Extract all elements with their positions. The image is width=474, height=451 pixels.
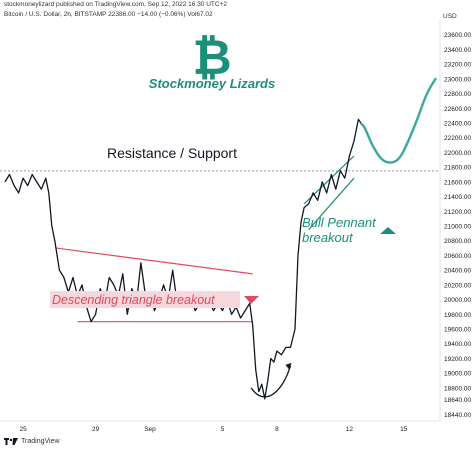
y-tick-label: 19200.00	[444, 356, 471, 363]
currency-label: USD	[443, 13, 457, 20]
y-tick-label: 22600.00	[444, 106, 471, 113]
svg-text:₿: ₿	[192, 30, 231, 86]
tradingview-logo-icon	[4, 438, 18, 445]
down-arrow-icon	[244, 296, 259, 304]
y-tick-label: 19000.00	[444, 371, 471, 378]
y-tick-label: 20200.00	[444, 282, 471, 289]
y-tick-label: 22400.00	[444, 121, 471, 128]
pattern-lines	[56, 155, 355, 398]
x-tick-label: 12	[346, 426, 354, 433]
y-tick-label: 21000.00	[444, 224, 471, 231]
projection-curve	[360, 77, 437, 164]
pennant-lower-line	[308, 177, 355, 231]
y-tick-label: 23000.00	[444, 76, 471, 83]
y-tick-label: 21200.00	[444, 209, 471, 216]
x-tick-label: 15	[400, 426, 408, 433]
x-tick-label: 8	[275, 426, 279, 433]
triangle-upper-line	[56, 247, 253, 275]
y-tick-label: 18440.00	[444, 412, 471, 419]
tradingview-brand: TradingView	[21, 438, 60, 445]
descending-triangle-highlight	[50, 291, 240, 308]
bitcoin-logo: ₿	[192, 30, 231, 86]
bounce-arc	[250, 365, 292, 398]
bull-pennant-label: Bull Pennant	[302, 215, 377, 230]
price-series-line[interactable]	[4, 118, 363, 400]
y-tick-label: 20400.00	[444, 268, 471, 275]
y-tick-label: 22000.00	[444, 150, 471, 157]
y-tick-label: 19400.00	[444, 341, 471, 348]
y-tick-label: 18640.00	[444, 397, 471, 404]
y-tick-label: 21600.00	[444, 179, 471, 186]
y-tick-label: 22800.00	[444, 91, 471, 98]
brand-name: Stockmoney Lizards	[149, 76, 275, 91]
x-tick-label: 5	[221, 426, 225, 433]
y-tick-label: 20600.00	[444, 253, 471, 260]
y-tick-label: 23400.00	[444, 47, 471, 54]
symbol-line: Bitcoin / U.S. Dollar, 2h, BITSTAMP 2238…	[4, 11, 213, 18]
bounce-arrowhead-icon	[285, 362, 292, 370]
y-tick-label: 21800.00	[444, 165, 471, 172]
x-tick-label: 29	[92, 426, 100, 433]
up-arrow-icon	[380, 227, 396, 234]
y-tick-label: 22200.00	[444, 135, 471, 142]
y-tick-label: 19800.00	[444, 312, 471, 319]
y-tick-label: 23200.00	[444, 62, 471, 69]
y-tick-label: 21400.00	[444, 194, 471, 201]
y-tick-label: 23600.00	[444, 32, 471, 39]
y-tick-label: 19600.00	[444, 327, 471, 334]
x-tick-label: Sep	[144, 426, 156, 433]
publisher-line: stockmoneylizard published on TradingVie…	[4, 1, 227, 8]
y-tick-label: 18800.00	[444, 385, 471, 392]
y-axis-ticks: 18440.00 18640.00 18800.00 19000.00 19200.00…	[444, 32, 471, 419]
bull-pennant-label-2: breakout	[302, 230, 354, 245]
y-tick-label: 20800.00	[444, 238, 471, 245]
resistance-support-label: Resistance / Support	[107, 145, 237, 161]
chart-header: stockmoneylizard published on TradingVie…	[0, 0, 474, 22]
x-tick-label: 25	[20, 426, 28, 433]
x-axis-ticks: 25 29 Sep 5 8 12 15	[20, 426, 408, 433]
y-tick-label: 20000.00	[444, 297, 471, 304]
descending-triangle-label: Descending triangle breakout	[52, 293, 215, 307]
tradingview-footer: TradingView	[4, 437, 60, 446]
